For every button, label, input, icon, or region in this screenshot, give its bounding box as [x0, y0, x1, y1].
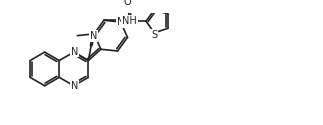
Text: N: N [117, 17, 124, 27]
Text: N: N [71, 81, 78, 91]
Text: S: S [151, 30, 157, 40]
Text: O: O [123, 0, 131, 7]
Text: NH: NH [122, 16, 137, 26]
Text: N: N [90, 31, 97, 41]
Text: N: N [71, 47, 78, 57]
